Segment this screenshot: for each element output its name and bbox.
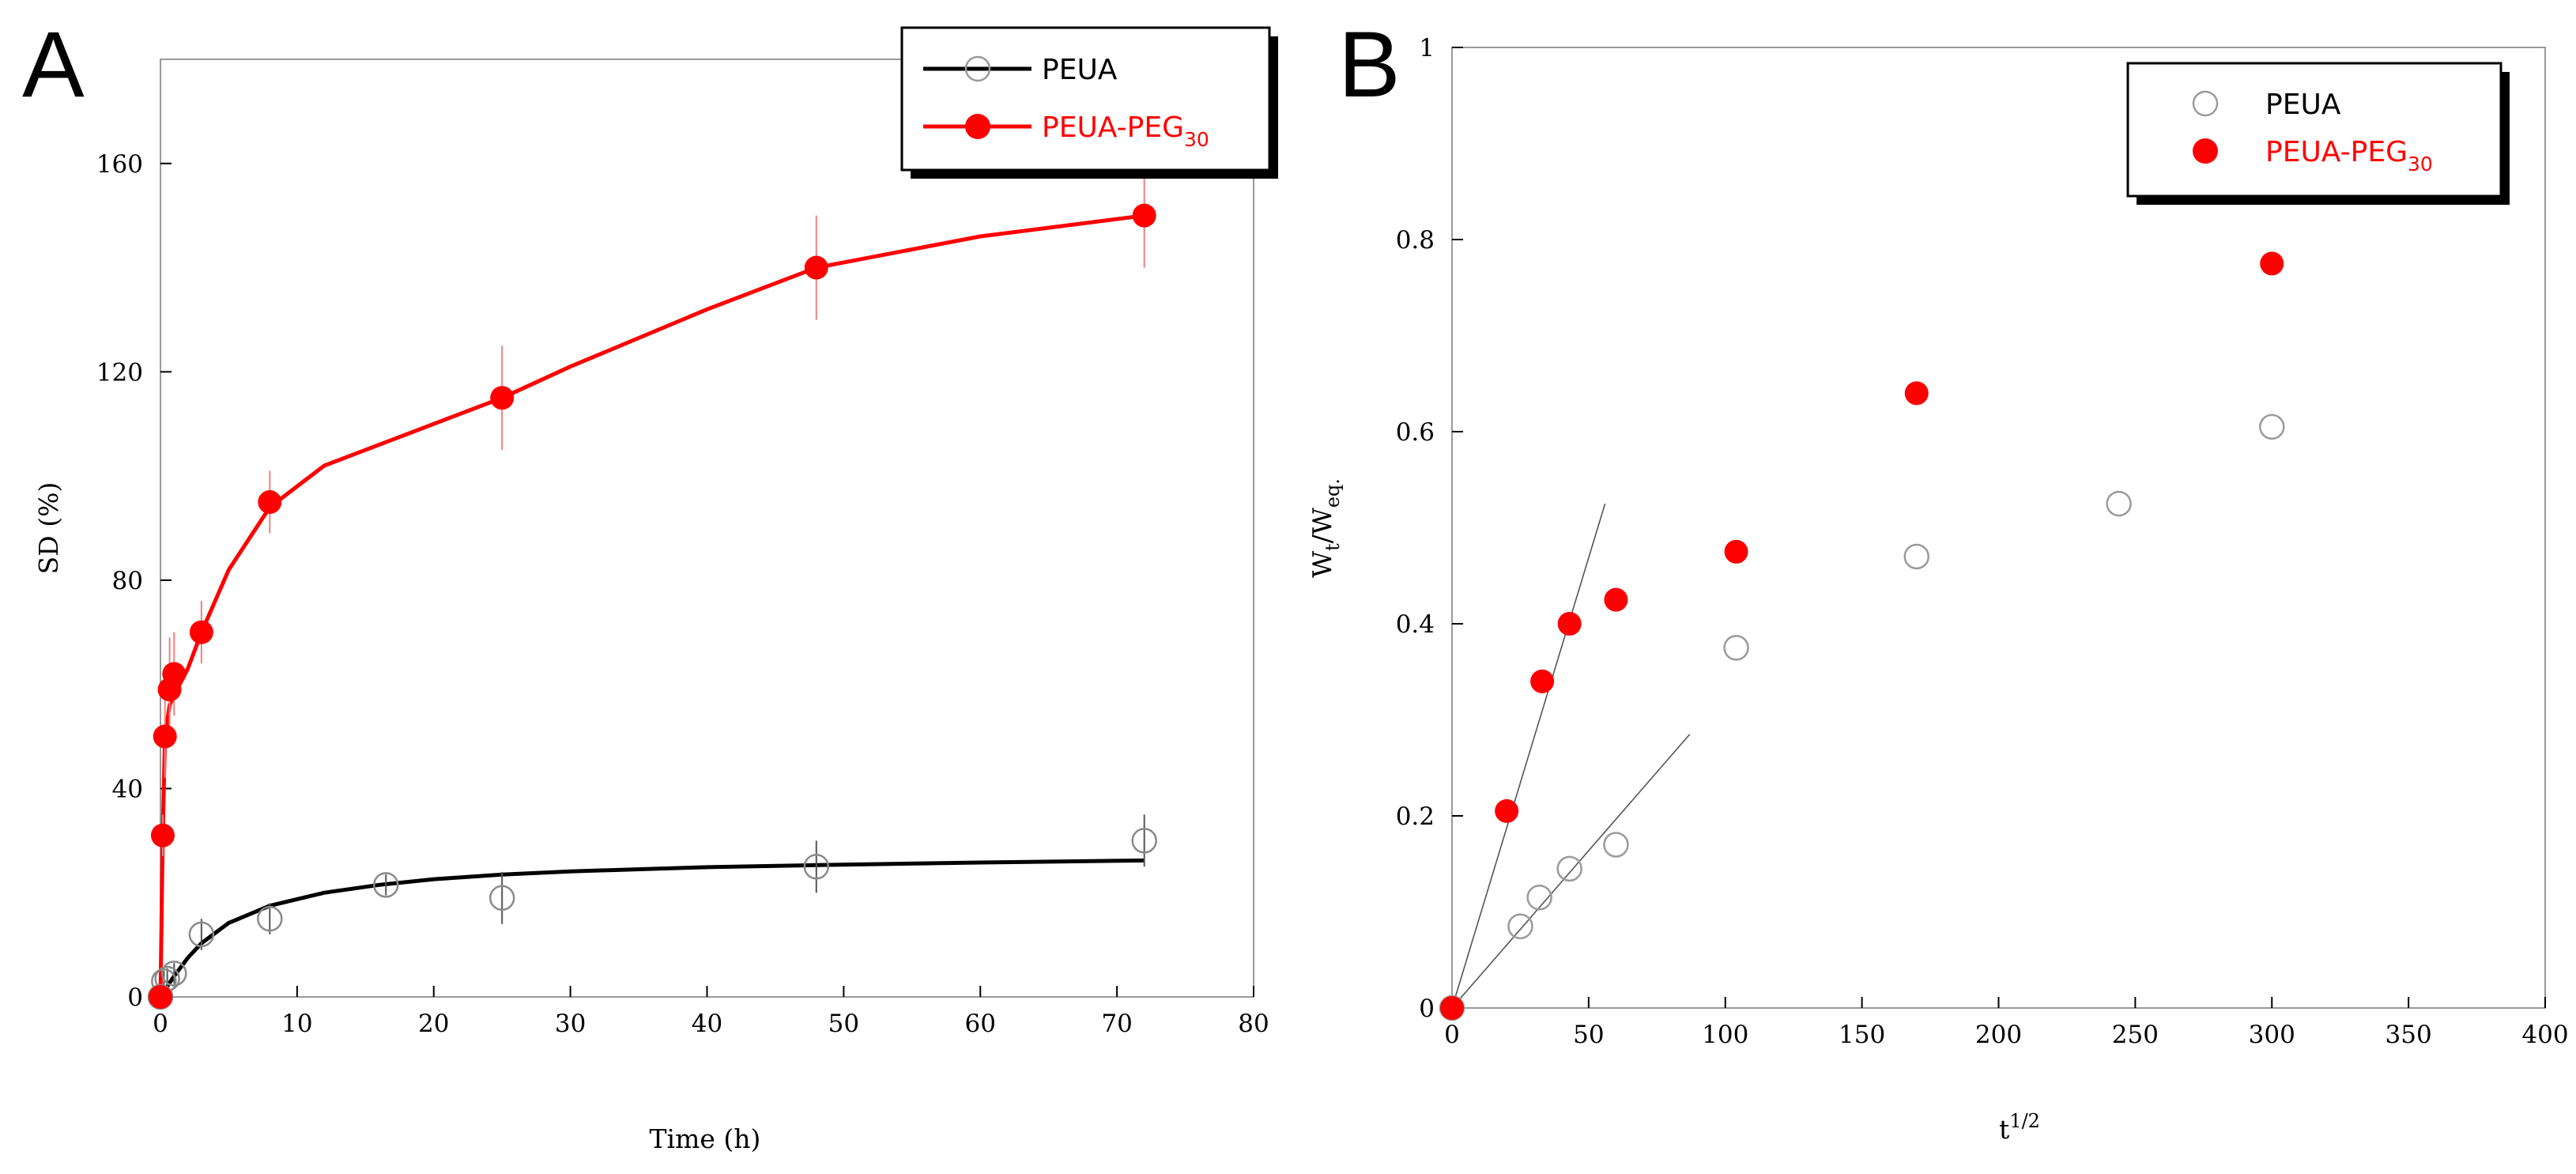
data-point-peua: [803, 854, 830, 880]
data-point-peua-peg30: [2260, 251, 2284, 276]
data-point-peua-peg30: [1557, 612, 1582, 636]
legend-marker-peua: [964, 55, 991, 82]
data-point-peua: [2106, 490, 2132, 517]
panel-b-x-tick-label: 100: [1702, 1021, 1748, 1049]
panel-b-x-tick-label: 0: [1444, 1021, 1460, 1049]
panel-a-x-tick-label: 20: [418, 1010, 449, 1038]
legend-marker-peua-peg30: [965, 114, 990, 139]
panel-b-x-tick-label: 200: [1975, 1021, 2022, 1049]
panel-b-y-tick-label: 0.8: [1396, 226, 1435, 255]
panel-b-letter: B: [1338, 13, 1401, 117]
panel-a-x-tick-label: 60: [965, 1010, 996, 1038]
panel-b-y-axis-label: Wt/Weq.: [1307, 478, 1344, 578]
data-point-peua: [488, 885, 515, 912]
panel-a-ticks: 0 10 20 30 40 50 60 70 80 0 40 80 120 160: [96, 150, 1269, 1038]
data-point-peua-peg30: [189, 620, 213, 644]
data-point-peua: [1723, 635, 1749, 661]
panel-b-y-tick-label: 1: [1419, 34, 1435, 62]
panel-b-y-tick-label: 0: [1419, 995, 1435, 1023]
panel-a-letter: A: [22, 13, 85, 117]
panel-a-x-tick-label: 40: [692, 1010, 722, 1038]
panel-a-x-tick-label: 70: [1101, 1010, 1132, 1038]
panel-b-y-tick-label: 0.6: [1396, 418, 1435, 447]
data-point-peua: [372, 872, 399, 898]
data-point-peua-peg30: [1132, 203, 1156, 228]
panel-b-x-tick-label: 350: [2386, 1021, 2432, 1049]
data-point-peua: [1131, 828, 1157, 854]
panel-b-y-tick-label: 0.2: [1396, 802, 1435, 831]
panel-a-data-points: [147, 203, 1157, 1010]
data-point-peua-peg30: [490, 386, 515, 410]
panel-a-y-tick-label: 80: [112, 567, 143, 595]
legend-marker-peua-peg30: [2193, 138, 2218, 164]
panel-a-x-tick-label: 80: [1238, 1010, 1269, 1038]
panel-a-x-tick-label: 30: [555, 1010, 586, 1038]
data-point-peua-peg30: [1530, 669, 1555, 693]
trend-line-peua-peg30: [1451, 503, 1606, 1009]
legend-label-peua-peg30: PEUA-PEG30: [1042, 111, 1209, 151]
panel-a-y-tick-label: 40: [112, 775, 143, 803]
panel-b-x-tick-label: 150: [1839, 1021, 1885, 1049]
panel-a-x-tick-label: 0: [153, 1010, 168, 1038]
fit-curve-peua: [158, 858, 1145, 998]
data-point-peua-peg30: [1604, 587, 1628, 612]
panel-b-x-tick-label: 300: [2249, 1021, 2295, 1049]
legend-box: [2126, 62, 2502, 198]
data-point-peua-peg30: [150, 823, 175, 847]
data-point-peua: [1507, 913, 1533, 939]
data-point-peua-peg30: [1904, 381, 1929, 406]
data-point-peua: [188, 921, 215, 948]
data-point-peua: [1603, 832, 1629, 858]
panel-b-x-tick-label: 250: [2112, 1021, 2159, 1049]
data-point-peua-peg30: [1440, 996, 1464, 1020]
trend-line-peua: [1451, 734, 1691, 1009]
panel-b-x-tick-label: 50: [1573, 1021, 1604, 1049]
panel-a-y-tick-label: 120: [96, 358, 143, 387]
data-point-peua-peg30: [149, 985, 172, 1009]
data-point-peua-peg30: [1495, 798, 1519, 823]
panel-a-x-tick-label: 10: [281, 1010, 312, 1038]
panel-b-x-axis-label: t1/2: [1999, 1110, 2040, 1145]
legend-label-peua: PEUA: [1042, 54, 1118, 86]
data-point-peua: [257, 905, 283, 932]
panel-a-y-tick-label: 0: [127, 983, 143, 1012]
data-point-peua: [1903, 543, 1930, 570]
legend-marker-peua: [2192, 90, 2219, 117]
panel-a-legend: PEUA PEUA-PEG30: [900, 26, 1278, 179]
panel-a-y-tick-label: 160: [96, 150, 143, 179]
data-point-peua-peg30: [153, 724, 177, 749]
panel-b-y-tick-label: 0.4: [1396, 610, 1435, 639]
data-point-peua: [1556, 855, 1582, 882]
data-point-peua: [1526, 885, 1552, 911]
legend-label-peua-peg30: PEUA-PEG30: [2265, 136, 2433, 176]
panel-b-trend-lines: [1451, 503, 1691, 1009]
data-point-peua-peg30: [258, 490, 282, 515]
panel-a-x-tick-label: 50: [828, 1010, 859, 1038]
panel-b-x-tick-label: 400: [2521, 1021, 2568, 1049]
legend-label-peua: PEUA: [2265, 89, 2341, 121]
data-point-peua-peg30: [1724, 539, 1748, 564]
panel-b-legend: PEUA PEUA-PEG30: [2126, 62, 2510, 205]
panel-a-y-axis-label: SD (%): [33, 482, 64, 575]
legend-box: [900, 26, 1271, 172]
data-point-peua-peg30: [804, 255, 828, 280]
data-point-peua: [2259, 413, 2285, 440]
panel-b: B 0 50 100 150 200 250 300 350 400 0 0.2 0.4 0.6 0.8 1…: [1307, 13, 2569, 1145]
panel-a-x-axis-label: Time (h): [650, 1123, 761, 1154]
panel-b-data-points: [1439, 251, 2285, 1021]
data-point-peua: [161, 961, 187, 987]
data-point-peua-peg30: [162, 662, 187, 686]
